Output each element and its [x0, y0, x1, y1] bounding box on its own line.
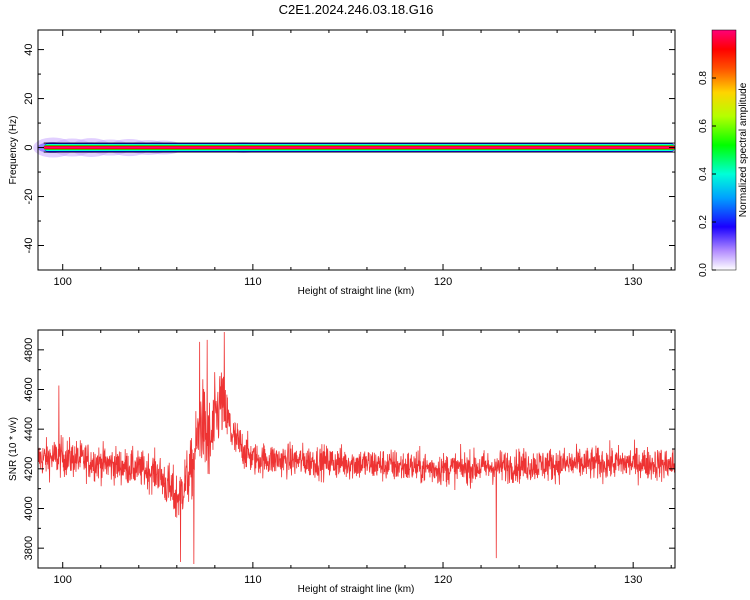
spectrogram-x-tick-label: 110 [244, 276, 262, 288]
snr-x-tick-label: 130 [624, 574, 642, 586]
spectrogram-y-tick-label: 0 [23, 144, 35, 150]
colorbar-label: Normalized spectral amplitude [738, 82, 749, 217]
colorbar-gradient [711, 29, 737, 271]
spectrogram-panel: 100 110 120 130 -40 -20 0 20 40 Height of strai… [8, 29, 676, 297]
spectrogram-y-tick-label: -40 [23, 238, 35, 254]
spectrogram-x-tick-label: 100 [54, 276, 72, 288]
snr-x-tick-label: 100 [54, 574, 72, 586]
colorbar-ticks: 0.0 0.2 0.4 0.6 0.8 [698, 71, 716, 277]
spectrogram-x-tick-label: 120 [434, 276, 452, 288]
colorbar-tick-label: 0.2 [698, 215, 709, 229]
spectrogram-y-tick-label: 40 [23, 43, 35, 55]
snr-y-tick-label: 4400 [23, 417, 35, 441]
snr-y-tick-label: 4600 [23, 377, 35, 401]
figure-title: C2E1.2024.246.03.18.G16 [279, 2, 434, 17]
spectrogram-y-ticks: -40 -20 0 20 40 [23, 43, 675, 271]
colorbar-tick-label: 0.4 [698, 167, 709, 181]
spectrogram-x-ticks: 100 110 120 130 [54, 30, 672, 288]
snr-x-ticks: 100 110 120 130 [54, 330, 672, 586]
spectrogram-y-tick-label: 20 [23, 92, 35, 104]
spectrogram-y-tick-label: -20 [23, 189, 35, 205]
snr-y-tick-label: 3800 [23, 536, 35, 560]
snr-y-ticks: 3800 4000 4200 4400 4600 4800 [23, 329, 675, 569]
spectrogram-x-tick-label: 130 [624, 276, 642, 288]
snr-y-axis-label: SNR (10 * v/v) [8, 417, 19, 481]
snr-y-tick-label: 4800 [23, 338, 35, 362]
colorbar-tick-label: 0.6 [698, 119, 709, 133]
snr-marks [37, 331, 676, 565]
snr-y-tick-label: 4000 [23, 496, 35, 520]
snr-x-axis-label: Height of straight line (km) [298, 584, 415, 595]
spectrogram-frame [37, 29, 676, 271]
snr-y-tick-label: 4200 [23, 457, 35, 481]
spectrogram-marks [33, 137, 676, 158]
spectrogram-band-peak [43, 146, 676, 149]
snr-panel: 100 110 120 130 3800 4000 4200 4400 4600 4800 He… [8, 329, 676, 595]
colorbar-tick-label: 0.8 [698, 71, 709, 85]
snr-x-tick-label: 110 [244, 574, 262, 586]
colorbar-tick-label: 0.0 [698, 263, 709, 277]
spectrogram-y-axis-label: Frequency (Hz) [8, 116, 19, 185]
spectrogram-x-axis-label: Height of straight line (km) [298, 286, 415, 297]
colorbar: 0.0 0.2 0.4 0.6 0.8 Normalized spectral ampl… [698, 29, 749, 277]
snr-series-line [37, 331, 676, 565]
snr-x-tick-label: 120 [434, 574, 452, 586]
